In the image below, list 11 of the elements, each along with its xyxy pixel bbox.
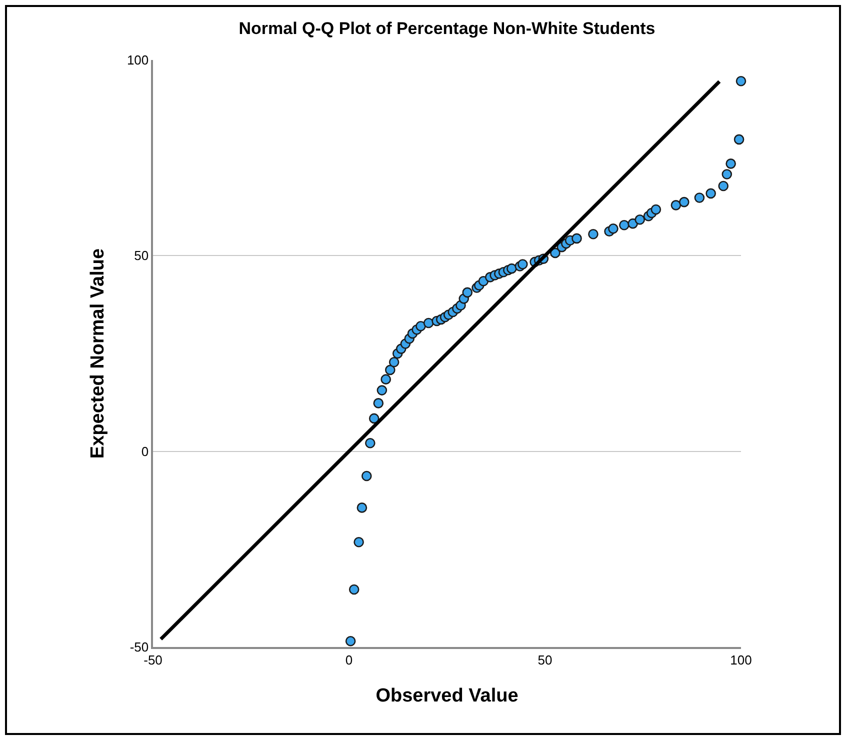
x-tick-label: 100 [730, 652, 752, 668]
y-tick-label: 100 [126, 52, 149, 68]
y-axis-title: Expected Normal Value [87, 248, 108, 459]
chart-title: Normal Q-Q Plot of Percentage Non-White Students [238, 19, 656, 38]
x-tick-label: 0 [345, 652, 353, 668]
x-axis-title: Observed Value [376, 686, 518, 707]
y-tick-label: -50 [130, 640, 149, 655]
x-tick-label: -50 [144, 652, 162, 668]
y-tick-label: 50 [134, 248, 149, 264]
x-tick-label: 50 [538, 652, 552, 668]
y-tick-label: 0 [141, 444, 149, 459]
